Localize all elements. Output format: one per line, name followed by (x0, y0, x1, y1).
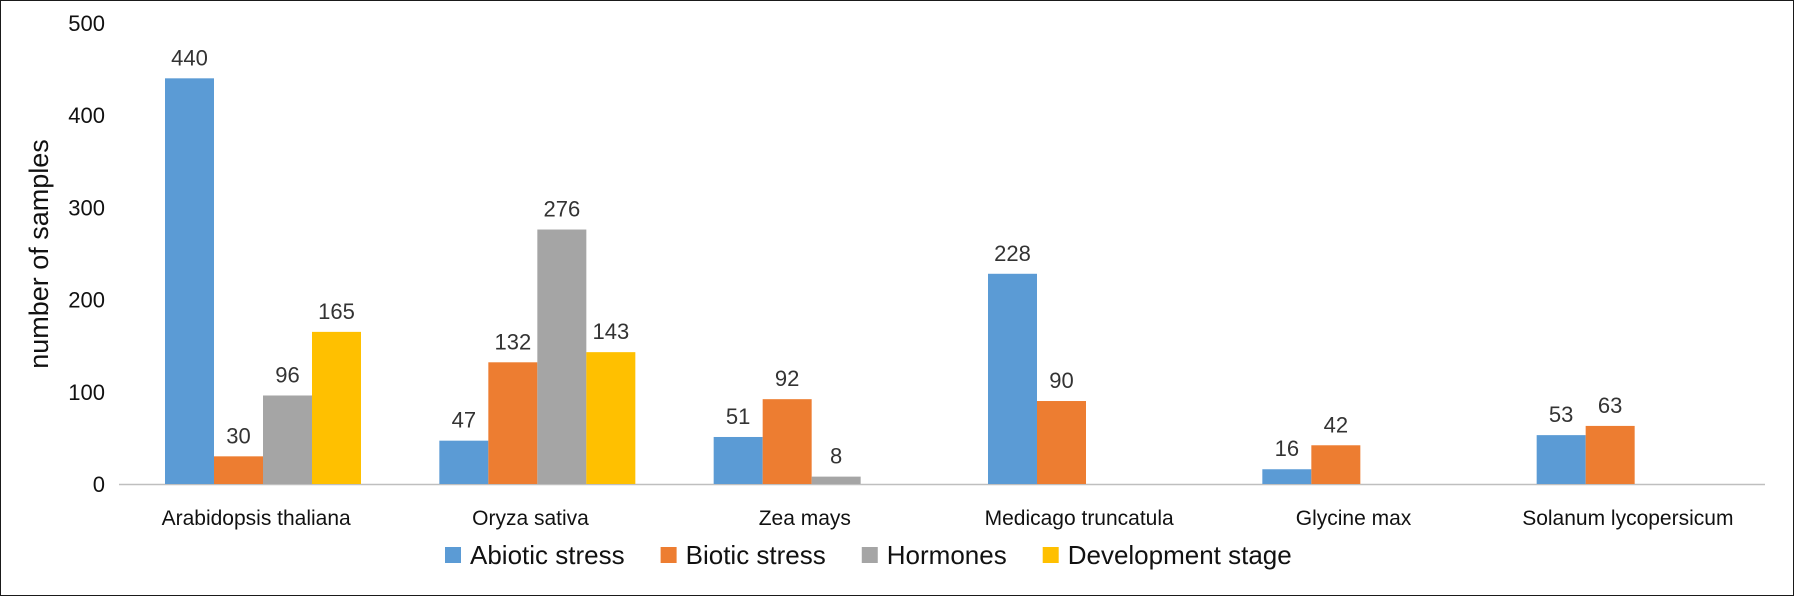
data-label: 47 (452, 408, 476, 433)
data-label: 228 (994, 241, 1031, 266)
legend-swatch (1042, 547, 1059, 563)
y-tick-label: 0 (93, 472, 105, 497)
data-label: 53 (1549, 402, 1573, 427)
y-axis: 0 100 200 300 400 500 (68, 11, 105, 497)
bar (1536, 435, 1586, 484)
x-category-label: Solanum lycopersicum (1522, 507, 1733, 530)
legend-label: Abiotic stress (470, 540, 625, 570)
bar (1585, 425, 1635, 484)
bar (811, 476, 861, 484)
x-category-label: Medicago truncatula (985, 507, 1174, 530)
data-label: 96 (275, 362, 299, 387)
y-tick-label: 400 (68, 103, 105, 128)
bar (214, 456, 263, 484)
bar (263, 395, 312, 484)
bar (165, 78, 214, 484)
data-label: 92 (775, 366, 799, 391)
bar (488, 362, 538, 484)
bar (586, 352, 636, 484)
data-label: 63 (1598, 393, 1622, 418)
bar (988, 273, 1037, 484)
bar (537, 229, 587, 484)
legend-swatch (445, 547, 461, 563)
x-category-label: Arabidopsis thaliana (162, 507, 351, 530)
legend-swatch (861, 547, 878, 563)
data-label: 440 (171, 45, 208, 70)
legend-label: Biotic stress (686, 540, 826, 570)
bar (439, 440, 489, 484)
y-tick-label: 500 (68, 11, 105, 36)
data-label: 42 (1324, 412, 1348, 437)
data-label: 30 (226, 423, 250, 448)
bar (762, 399, 812, 484)
legend-label: Hormones (887, 540, 1007, 570)
legend-label: Development stage (1068, 540, 1292, 570)
data-label: 143 (592, 319, 629, 344)
y-axis-title: number of samples (24, 139, 54, 369)
data-label: 276 (543, 197, 580, 222)
x-axis: Arabidopsis thaliana Oryza sativa Zea mays… (119, 483, 1765, 530)
y-tick-label: 200 (68, 288, 105, 313)
legend: Abiotic stress Biotic stress Hormones Devel… (445, 540, 1292, 570)
data-label: 90 (1049, 368, 1073, 393)
data-label: 132 (494, 329, 531, 354)
data-label: 51 (726, 404, 750, 429)
data-label: 16 (1275, 436, 1299, 461)
data-labels: 440 30 96 165 47 132 276 143 51 92 8 228 90 16 42 53 63 (171, 45, 1622, 468)
x-category-label: Glycine max (1296, 507, 1412, 530)
x-category-label: Zea mays (759, 507, 851, 530)
y-tick-label: 100 (68, 380, 105, 405)
y-tick-label: 300 (68, 195, 105, 220)
bars (165, 78, 1635, 484)
bar (713, 436, 763, 484)
x-category-label: Oryza sativa (472, 507, 589, 530)
data-label: 8 (830, 444, 842, 469)
data-label: 165 (318, 299, 355, 324)
bar (1262, 469, 1312, 484)
legend-swatch (660, 547, 677, 563)
bar (1311, 445, 1361, 484)
bar (312, 331, 361, 484)
bar (1037, 401, 1086, 484)
